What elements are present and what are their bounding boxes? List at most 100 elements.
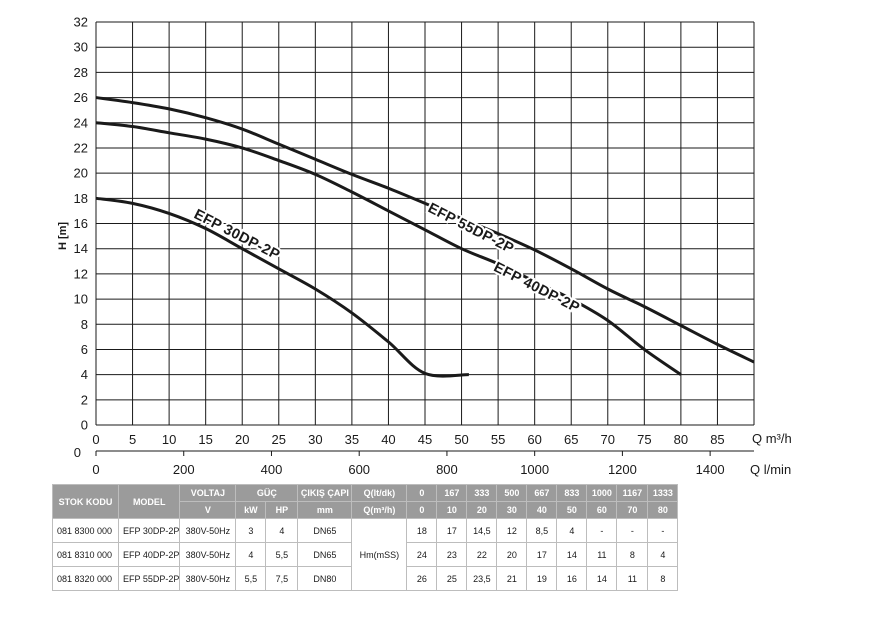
- x-tick-label-m3h: 55: [491, 432, 505, 447]
- header-cell: 1000: [586, 484, 618, 502]
- x-tick-label-lmin: 200: [173, 462, 195, 477]
- y-tick-label: 22: [74, 140, 88, 155]
- head-value-cell: 14: [556, 542, 588, 567]
- header-model: MODEL: [117, 484, 181, 519]
- outlet-cell: DN65: [297, 542, 353, 567]
- header-cell: 50: [556, 501, 588, 519]
- hp-cell: 5,5: [265, 542, 299, 567]
- outlet-cell: DN65: [297, 518, 353, 543]
- y-tick-label: 4: [81, 367, 88, 382]
- model-cell: EFP 55DP-2P: [117, 566, 181, 591]
- head-value-cell: 14,5: [466, 518, 498, 543]
- table-row: 081 8320 000 EFP 55DP-2P 380V-50Hz 5,5 7,5 DN…: [52, 566, 679, 591]
- y-tick-label: 24: [74, 115, 88, 130]
- header-cell: 70: [616, 501, 649, 519]
- header-cell: 40: [526, 501, 558, 519]
- header-cell: 833: [556, 484, 588, 502]
- table-header-row: STOK KODU MODEL VOLTAJ GÜÇ ÇIKIŞ ÇAPI Q(lt/dk…: [52, 484, 679, 519]
- head-value-cell: -: [586, 518, 618, 543]
- header-cell: 20: [466, 501, 498, 519]
- series-line-efp-40dp-2p: [95, 121, 682, 376]
- x-tick-label-lmin: 800: [436, 462, 458, 477]
- header-cell: 0: [406, 484, 438, 502]
- x-tick-label-lmin: 1200: [608, 462, 637, 477]
- kw-cell: 4: [235, 542, 267, 567]
- x-tick-label-lmin: 600: [348, 462, 370, 477]
- y-tick-label: 10: [74, 292, 88, 307]
- x-tick-label-lmin: 400: [261, 462, 283, 477]
- x-tick-label-m3h: 10: [162, 432, 176, 447]
- series-label: EFP 30DP-2P: [191, 207, 282, 264]
- model-cell: EFP 30DP-2P: [117, 518, 181, 543]
- head-value-cell: 11: [586, 542, 618, 567]
- head-value-cell: 8: [616, 542, 649, 567]
- chart-curves: [95, 96, 755, 378]
- head-value-cell: 23,5: [466, 566, 498, 591]
- header-cell: 10: [436, 501, 468, 519]
- x-tick-label-lmin: 0: [92, 462, 99, 477]
- head-value-cell: 20: [496, 542, 528, 567]
- x-tick-label-m3h: 45: [418, 432, 432, 447]
- table-row: 081 8310 000 EFP 40DP-2P 380V-50Hz 4 5,5 DN65…: [52, 542, 679, 567]
- stock-code-cell: 081 8300 000: [52, 518, 119, 543]
- lower-axis-zero-label: 0: [74, 445, 81, 460]
- header-cell: V: [179, 501, 237, 519]
- y-tick-label: 32: [74, 15, 88, 30]
- head-value-cell: 21: [496, 566, 528, 591]
- hm-label-cell: Hm(mSS): [351, 518, 408, 591]
- stock-code-cell: 081 8320 000: [52, 566, 119, 591]
- head-value-cell: 19: [526, 566, 558, 591]
- x-tick-label-m3h: 70: [601, 432, 615, 447]
- x-tick-label-lmin: 1000: [520, 462, 549, 477]
- x-tick-label-m3h: 5: [129, 432, 136, 447]
- x-axis-label-lmin: Q l/min: [750, 462, 791, 477]
- model-cell: EFP 40DP-2P: [117, 542, 181, 567]
- x-tick-label-m3h: 35: [345, 432, 359, 447]
- y-tick-label: 6: [81, 342, 88, 357]
- x-tick-label-m3h: 15: [198, 432, 212, 447]
- header-cell: 60: [586, 501, 618, 519]
- head-value-cell: 18: [406, 518, 438, 543]
- head-value-cell: 22: [466, 542, 498, 567]
- x-tick-label-m3h: 65: [564, 432, 578, 447]
- series-line-efp-55dp-2p: [95, 96, 755, 364]
- x-tick-label-m3h: 85: [710, 432, 724, 447]
- x-axis-label-m3h: Q m³/h: [752, 431, 792, 446]
- x-tick-label-m3h: 50: [454, 432, 468, 447]
- kw-cell: 3: [235, 518, 267, 543]
- y-tick-label: 16: [74, 216, 88, 231]
- header-cell: 500: [496, 484, 528, 502]
- stock-code-cell: 081 8310 000: [52, 542, 119, 567]
- header-cell: 30: [496, 501, 528, 519]
- header-power: GÜÇ: [235, 484, 299, 502]
- x-tick-label-m3h: 0: [92, 432, 99, 447]
- head-value-cell: -: [647, 518, 679, 543]
- head-value-cell: 17: [526, 542, 558, 567]
- head-value-cell: 23: [436, 542, 468, 567]
- head-value-cell: 26: [406, 566, 438, 591]
- y-tick-label: 12: [74, 266, 88, 281]
- x-tick-label-lmin: 1400: [696, 462, 725, 477]
- head-value-cell: -: [616, 518, 649, 543]
- header-cell: Q(m³/h): [351, 501, 408, 519]
- y-tick-label: 0: [81, 418, 88, 433]
- head-value-cell: 25: [436, 566, 468, 591]
- x-tick-label-m3h: 60: [527, 432, 541, 447]
- head-value-cell: 4: [647, 542, 679, 567]
- x-tick-label-m3h: 75: [637, 432, 651, 447]
- head-value-cell: 17: [436, 518, 468, 543]
- chart-grid: [95, 21, 755, 456]
- header-cell: kW: [235, 501, 267, 519]
- header-cell: 0: [406, 501, 438, 519]
- head-value-cell: 24: [406, 542, 438, 567]
- y-tick-label: 20: [74, 166, 88, 181]
- hp-cell: 4: [265, 518, 299, 543]
- voltage-cell: 380V-50Hz: [179, 566, 237, 591]
- x-tick-label-m3h: 20: [235, 432, 249, 447]
- header-cell: 80: [647, 501, 679, 519]
- outlet-cell: DN80: [297, 566, 353, 591]
- x-tick-label-m3h: 25: [272, 432, 286, 447]
